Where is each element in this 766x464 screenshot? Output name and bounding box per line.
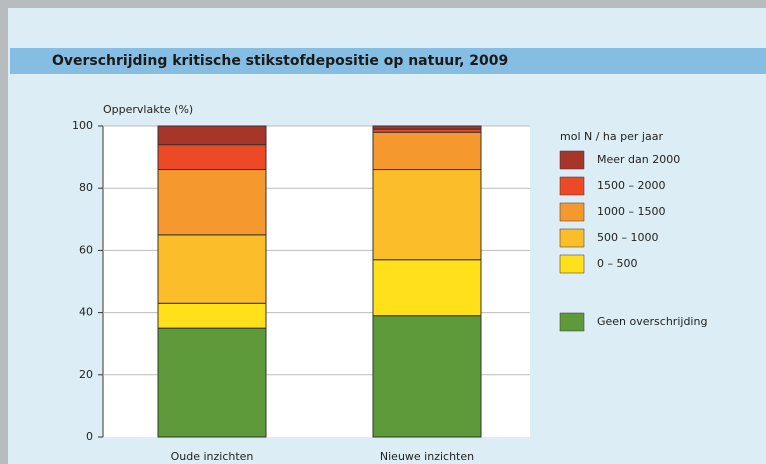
bar-segment xyxy=(372,315,482,438)
bar-segment xyxy=(372,125,482,130)
x-tick-label: Nieuwe inzichten xyxy=(380,450,474,463)
bar-segment xyxy=(157,144,267,171)
y-tick-label: 60 xyxy=(79,243,93,256)
legend-swatch xyxy=(559,312,585,332)
title-band xyxy=(10,48,766,74)
legend-label: Meer dan 2000 xyxy=(597,153,680,166)
bar-segment xyxy=(372,259,482,317)
legend-title: mol N / ha per jaar xyxy=(560,130,663,143)
y-axis-label: Oppervlakte (%) xyxy=(103,103,193,116)
bar-segment xyxy=(157,169,267,236)
legend-label: 0 – 500 xyxy=(597,257,638,270)
y-tick-label: 0 xyxy=(86,430,93,443)
bar-segment xyxy=(372,169,482,261)
legend-swatch xyxy=(559,202,585,222)
legend-swatch xyxy=(559,254,585,274)
y-tick-label: 100 xyxy=(72,119,93,132)
bar-segment xyxy=(157,327,267,438)
bar-segment xyxy=(372,131,482,171)
legend-swatch xyxy=(559,228,585,248)
legend-swatch xyxy=(559,176,585,196)
legend-label: 1000 – 1500 xyxy=(597,205,665,218)
legend-label: Geen overschrijding xyxy=(597,315,707,328)
y-tick-label: 20 xyxy=(79,368,93,381)
legend-label: 1500 – 2000 xyxy=(597,179,665,192)
legend-label: 500 – 1000 xyxy=(597,231,658,244)
x-tick-label: Oude inzichten xyxy=(171,450,254,463)
bar-segment xyxy=(157,125,267,146)
bar-segment xyxy=(157,302,267,329)
bar-segment xyxy=(157,234,267,304)
y-tick-label: 40 xyxy=(79,306,93,319)
legend-swatch xyxy=(559,150,585,170)
chart-title: Overschrijding kritische stikstofdeposit… xyxy=(52,53,508,69)
y-tick-label: 80 xyxy=(79,181,93,194)
